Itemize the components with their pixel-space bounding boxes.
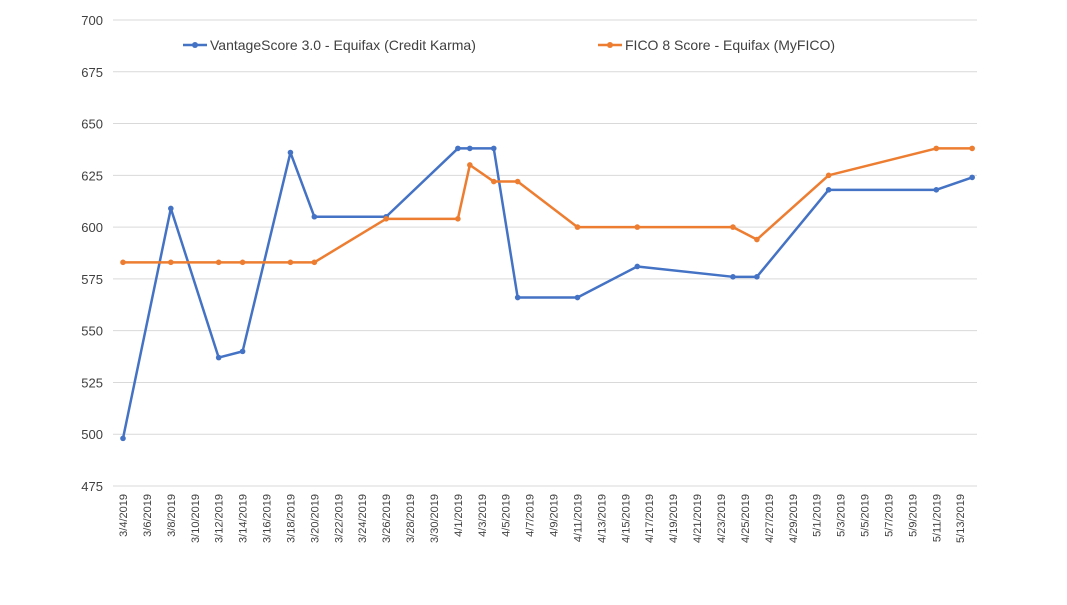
data-point xyxy=(383,216,389,222)
data-point xyxy=(825,172,832,179)
x-tick-label: 5/11/2019 xyxy=(931,494,943,542)
x-tick-label: 4/7/2019 xyxy=(525,494,537,537)
legend-item-vantagescore: VantageScore 3.0 - Equifax (Credit Karma… xyxy=(183,37,476,53)
x-tick-label: 5/9/2019 xyxy=(907,494,919,537)
x-tick-label: 3/20/2019 xyxy=(309,494,321,543)
x-tick-label: 3/24/2019 xyxy=(357,494,369,543)
legend-marker-fico xyxy=(607,42,613,48)
x-tick-label: 4/21/2019 xyxy=(692,494,704,543)
series-group xyxy=(120,145,975,442)
x-tick-label: 3/14/2019 xyxy=(238,494,250,543)
x-tick-label: 3/16/2019 xyxy=(262,494,274,543)
y-tick-label: 500 xyxy=(81,427,103,442)
x-tick-label: 3/4/2019 xyxy=(118,494,130,537)
x-tick-label: 4/17/2019 xyxy=(644,494,656,543)
data-point xyxy=(311,213,318,220)
y-tick-label: 675 xyxy=(81,65,103,80)
data-point xyxy=(730,224,736,230)
data-point xyxy=(215,259,222,266)
data-point xyxy=(455,216,461,222)
data-point xyxy=(287,149,294,156)
series-line-0 xyxy=(121,147,973,439)
x-tick-label: 4/15/2019 xyxy=(620,494,632,543)
legend-label-vantagescore: VantageScore 3.0 - Equifax (Credit Karma… xyxy=(210,37,476,53)
data-point xyxy=(754,236,760,243)
data-point xyxy=(120,435,126,442)
x-tick-label: 3/12/2019 xyxy=(214,494,226,543)
y-tick-label: 575 xyxy=(81,272,103,287)
y-tick-label: 625 xyxy=(81,168,103,183)
x-tick-label: 4/9/2019 xyxy=(549,494,561,537)
data-point xyxy=(467,145,473,152)
x-tick-label: 3/30/2019 xyxy=(429,494,441,543)
y-axis: 475 500 525 550 575 600 625 650 675 700 xyxy=(81,13,103,494)
legend-marker-vantagescore xyxy=(192,42,198,48)
data-point xyxy=(467,162,473,168)
data-point xyxy=(574,224,581,230)
y-tick-label: 650 xyxy=(81,117,103,132)
data-point xyxy=(239,259,246,266)
x-tick-label: 5/5/2019 xyxy=(860,494,872,537)
data-point xyxy=(490,178,497,185)
data-point xyxy=(933,145,940,152)
x-tick-label: 5/7/2019 xyxy=(883,494,895,537)
data-point xyxy=(574,294,581,301)
data-point xyxy=(287,259,294,266)
data-point xyxy=(825,187,832,193)
x-tick-label: 5/13/2019 xyxy=(955,494,967,543)
x-tick-label: 4/19/2019 xyxy=(668,494,680,543)
data-point xyxy=(969,174,975,181)
x-tick-label: 3/28/2019 xyxy=(405,494,417,543)
y-tick-label: 475 xyxy=(81,479,103,494)
x-tick-label: 4/25/2019 xyxy=(740,494,752,543)
x-tick-label: 4/23/2019 xyxy=(716,494,728,543)
x-tick-label: 5/1/2019 xyxy=(812,494,824,537)
legend: VantageScore 3.0 - Equifax (Credit Karma… xyxy=(183,37,835,53)
data-point xyxy=(311,259,318,266)
y-tick-label: 525 xyxy=(81,375,103,390)
x-axis: 3/4/2019 3/6/2019 3/8/2019 3/10/2019 3/12/20… xyxy=(118,494,967,543)
series-line-1 xyxy=(123,147,973,264)
x-tick-label: 5/3/2019 xyxy=(836,494,848,537)
y-tick-label: 700 xyxy=(81,13,103,28)
data-point xyxy=(490,145,497,152)
data-point xyxy=(168,259,174,266)
x-tick-label: 4/27/2019 xyxy=(764,494,776,543)
data-point xyxy=(514,294,521,301)
data-point xyxy=(120,259,126,266)
x-tick-label: 4/1/2019 xyxy=(453,494,465,537)
x-tick-label: 3/6/2019 xyxy=(142,494,154,537)
x-tick-label: 4/29/2019 xyxy=(788,494,800,543)
y-tick-label: 600 xyxy=(81,220,103,235)
x-tick-label: 4/3/2019 xyxy=(477,494,489,537)
x-tick-label: 4/11/2019 xyxy=(572,494,584,542)
gridlines xyxy=(113,19,977,487)
data-point xyxy=(969,145,975,152)
x-tick-label: 3/26/2019 xyxy=(381,494,393,543)
data-point xyxy=(730,274,736,280)
data-point xyxy=(754,274,760,280)
x-tick-label: 4/13/2019 xyxy=(596,494,608,543)
y-tick-label: 550 xyxy=(81,324,103,339)
data-point xyxy=(215,354,222,361)
x-tick-label: 3/10/2019 xyxy=(190,494,202,543)
data-point xyxy=(634,224,641,230)
data-point xyxy=(168,205,174,212)
data-point xyxy=(239,348,246,355)
legend-label-fico: FICO 8 Score - Equifax (MyFICO) xyxy=(625,37,835,53)
x-tick-label: 3/18/2019 xyxy=(285,494,297,543)
data-point xyxy=(933,187,940,193)
data-point xyxy=(634,263,641,270)
data-point xyxy=(514,178,521,185)
legend-item-fico: FICO 8 Score - Equifax (MyFICO) xyxy=(598,37,835,53)
x-tick-label: 3/22/2019 xyxy=(333,494,345,543)
data-point xyxy=(455,145,461,152)
x-tick-label: 3/8/2019 xyxy=(166,494,178,537)
x-tick-label: 4/5/2019 xyxy=(501,494,513,537)
